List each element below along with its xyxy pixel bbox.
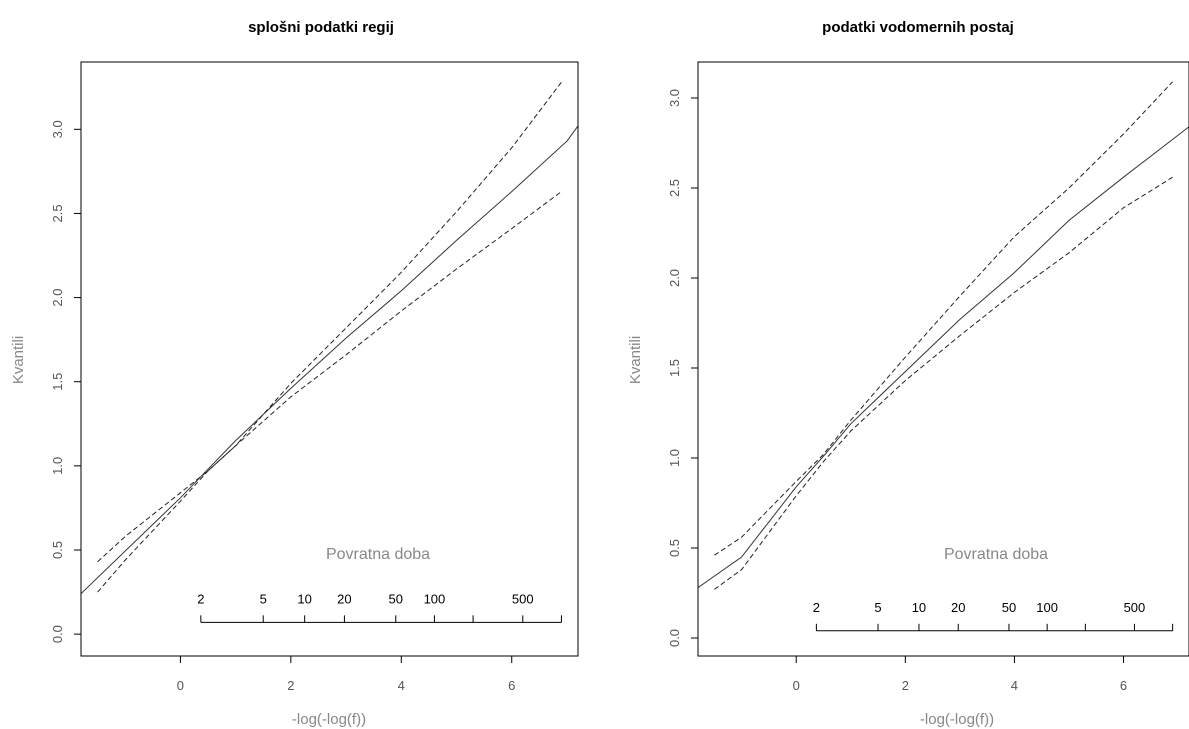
- confidence-bound-line: [714, 176, 1173, 590]
- y-tick-label: 2.5: [50, 204, 65, 222]
- y-axis-label: Kvantili: [10, 336, 27, 384]
- y-axis: 0.0 0.5 1.0 1.5 2.0 2.5 3.0: [667, 89, 698, 647]
- x-tick-label: 0: [177, 678, 184, 693]
- x-tick-label: 4: [1011, 678, 1018, 693]
- return-period-axis: Povratna doba 2 5 10 20 50 100 500: [813, 546, 1174, 632]
- return-period-label: 2: [813, 600, 820, 615]
- return-period-label: 100: [424, 591, 446, 606]
- return-period-axis: Povratna doba 2 5 10 20 50 100 500: [197, 546, 562, 623]
- chart-left: splošni podatki regij 0 2 4 6 0.0 0.5 1.0 1.5 2…: [10, 19, 579, 728]
- quantile-line: [698, 126, 1189, 589]
- quantile-line: [81, 125, 578, 595]
- x-tick-label: 6: [1120, 678, 1127, 693]
- x-axis: 0 2 4 6: [177, 656, 515, 693]
- confidence-bound-line: [97, 191, 562, 593]
- return-period-label: 10: [297, 591, 311, 606]
- y-tick-label: 3.0: [667, 89, 682, 107]
- return-period-label: 5: [874, 600, 881, 615]
- return-period-label: 500: [512, 591, 534, 606]
- x-tick-label: 2: [287, 678, 294, 693]
- chart-right: podatki vodomernih postaj 0 2 4 6 0.0 0.5 1.0…: [627, 19, 1189, 728]
- return-period-title: Povratna doba: [944, 546, 1048, 563]
- y-tick-label: 1.5: [667, 359, 682, 377]
- confidence-bound-line: [714, 81, 1173, 556]
- return-period-title: Povratna doba: [326, 546, 430, 563]
- y-axis-label: Kvantili: [627, 336, 644, 384]
- series-layer: [81, 81, 578, 595]
- y-tick-label: 1.0: [50, 457, 65, 475]
- return-period-label: 5: [260, 591, 267, 606]
- x-axis-label: -log(-log(f)): [292, 711, 366, 728]
- return-period-label: 50: [389, 591, 403, 606]
- series-layer: [698, 81, 1189, 590]
- x-tick-label: 6: [508, 678, 515, 693]
- x-tick-label: 0: [793, 678, 800, 693]
- confidence-bound-line: [97, 81, 562, 563]
- y-tick-label: 0.5: [50, 541, 65, 559]
- x-tick-label: 2: [902, 678, 909, 693]
- return-period-label: 2: [197, 591, 204, 606]
- x-axis-label: -log(-log(f)): [920, 711, 994, 728]
- chart-title: podatki vodomernih postaj: [822, 19, 1014, 36]
- return-period-label: 10: [912, 600, 926, 615]
- y-tick-label: 2.0: [667, 269, 682, 287]
- chart-title: splošni podatki regij: [248, 19, 394, 36]
- y-tick-label: 1.5: [50, 373, 65, 391]
- plot-frame: [80, 61, 579, 657]
- return-period-label: 50: [1002, 600, 1016, 615]
- return-period-label: 100: [1036, 600, 1058, 615]
- y-tick-label: 0.0: [50, 625, 65, 643]
- y-axis: 0.0 0.5 1.0 1.5 2.0 2.5 3.0: [50, 120, 81, 643]
- y-tick-label: 3.0: [50, 120, 65, 138]
- y-tick-label: 0.0: [667, 629, 682, 647]
- return-period-label: 500: [1124, 600, 1146, 615]
- y-tick-label: 2.0: [50, 289, 65, 307]
- plot-frame: [697, 61, 1189, 657]
- return-period-label: 20: [337, 591, 351, 606]
- y-tick-label: 2.5: [667, 179, 682, 197]
- y-tick-label: 0.5: [667, 539, 682, 557]
- y-tick-label: 1.0: [667, 449, 682, 467]
- x-axis: 0 2 4 6: [793, 656, 1127, 693]
- return-period-label: 20: [951, 600, 965, 615]
- x-tick-label: 4: [398, 678, 405, 693]
